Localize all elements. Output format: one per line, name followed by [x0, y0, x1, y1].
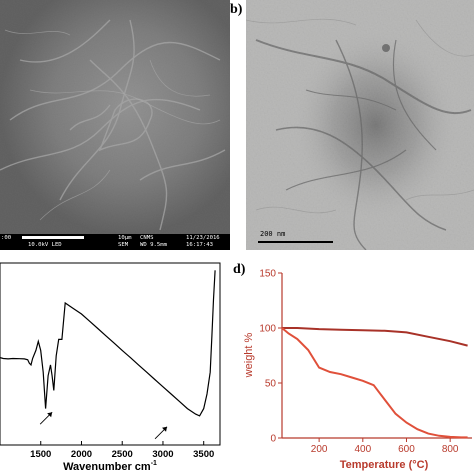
- tga-x-tick-label: 800: [442, 444, 459, 455]
- tga-x-tick-label: 200: [311, 444, 328, 455]
- sem-time-left: :00: [1, 235, 12, 241]
- tga-curve-1: [282, 327, 468, 347]
- ftir-x-tick-label: 3000: [152, 449, 173, 460]
- ftir-arrow-head: [47, 412, 53, 418]
- tga-y-tick-label: 150: [259, 269, 276, 280]
- sem-micrograph: [0, 0, 230, 250]
- tga-x-tick-label: 400: [354, 444, 371, 455]
- tga-y-tick-label: 100: [259, 324, 276, 335]
- panel-d-label: d): [233, 262, 246, 277]
- ftir-arrow-head: [162, 426, 168, 432]
- sem-mode: SEM: [118, 242, 129, 248]
- tem-scale-label: 200 nm: [260, 230, 286, 238]
- ftir-plot-frame: [0, 262, 221, 446]
- ftir-x-axis-label-sup: -1: [151, 460, 157, 467]
- tga-y-tick-label: 50: [265, 379, 277, 390]
- tga-y-tick-label: 0: [270, 434, 276, 445]
- sem-time: 16:17:43: [186, 242, 213, 248]
- sem-wd: WD 9.5mm: [140, 242, 167, 248]
- tga-x-axis-label: Temperature (°C): [340, 459, 429, 471]
- sem-micrograph-panel: :00 10.0kV LED 10μm CNMS SEM WD 9.5mm 11…: [0, 0, 230, 250]
- sem-info-bar: :00 10.0kV LED 10μm CNMS SEM WD 9.5mm 11…: [0, 234, 230, 250]
- ftir-spectrum-panel: 1500 2000 2500 3000 3500 Wavenumber cm-1: [0, 258, 230, 474]
- panel-b-label: b): [230, 2, 243, 17]
- sem-date: 11/23/2016: [186, 235, 220, 241]
- tem-scale-bar: [258, 241, 333, 243]
- ftir-x-tick-label: 3500: [193, 449, 214, 460]
- tem-micrograph: [246, 0, 474, 250]
- sem-scale-label: 10μm: [118, 235, 132, 241]
- tga-x-tick-label: 600: [398, 444, 415, 455]
- tga-chart: 0 50 100 150 200 400 600 800 weight % Temperatu…: [243, 269, 472, 471]
- tga-y-axis-label: weight %: [243, 332, 255, 378]
- sem-lab: CNMS: [140, 235, 154, 241]
- ftir-x-tick-label: 1500: [30, 449, 51, 460]
- tga-panel: 0 50 100 150 200 400 600 800 weight % Temperatu…: [234, 258, 474, 474]
- ftir-spectrum-line: [0, 270, 216, 417]
- tga-curve-2: [281, 327, 468, 439]
- tem-micrograph-panel: 200 nm: [246, 0, 474, 250]
- sem-scale-bar: [22, 236, 84, 239]
- ftir-x-axis-label: Wavenumber cm-1: [63, 460, 157, 473]
- ftir-x-tick-label: 2500: [112, 449, 133, 460]
- ftir-x-axis-label-text: Wavenumber cm: [63, 461, 151, 473]
- ftir-chart: 1500 2000 2500 3000 3500 Wavenumber cm-1: [0, 262, 221, 473]
- sem-voltage: 10.0kV LED: [28, 242, 62, 248]
- ftir-x-tick-label: 2000: [71, 449, 92, 460]
